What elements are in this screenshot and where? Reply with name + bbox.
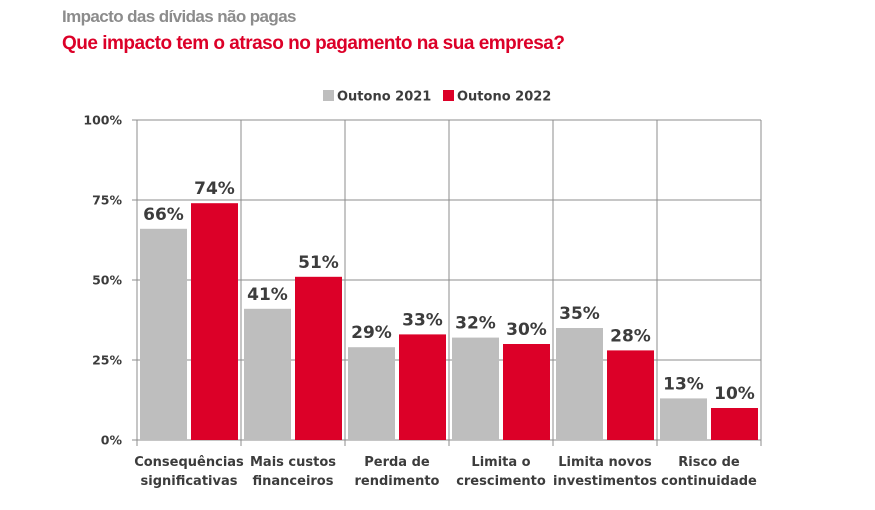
y-tick-label: 25% xyxy=(92,353,122,368)
data-label: 51% xyxy=(298,253,339,273)
bar-2022 xyxy=(503,344,550,440)
bar-2022 xyxy=(711,408,758,440)
bar-2021 xyxy=(140,228,187,440)
y-tick-label: 50% xyxy=(92,273,122,288)
x-category-label: Perda de xyxy=(364,455,430,470)
x-category-label: continuidade xyxy=(661,474,757,489)
chart-subtitle: Que impacto tem o atraso no pagamento na… xyxy=(62,33,565,54)
data-label: 33% xyxy=(402,310,443,330)
bar-2022 xyxy=(295,276,342,440)
x-category-label: significativas xyxy=(141,474,238,489)
bar-2021 xyxy=(348,347,395,440)
data-label: 30% xyxy=(506,320,547,340)
legend-label: Outono 2021 xyxy=(337,90,431,105)
data-label: 29% xyxy=(351,323,392,343)
bar-2021 xyxy=(244,308,291,440)
chart-title: Impacto das dívidas não pagas xyxy=(62,7,297,26)
x-category-label: Mais custos xyxy=(250,455,336,470)
bar-2022 xyxy=(399,334,446,440)
bar-2021 xyxy=(556,328,603,440)
y-tick-label: 100% xyxy=(83,113,122,128)
x-category-label: Risco de xyxy=(678,455,740,470)
legend-swatch-2021 xyxy=(323,90,334,101)
legend-swatch-2022 xyxy=(443,90,454,101)
x-category-label: Limita o xyxy=(471,455,530,470)
x-category-label: investimentos xyxy=(553,474,657,489)
bar-2021 xyxy=(452,337,499,440)
data-label: 66% xyxy=(143,205,184,225)
legend-label: Outono 2022 xyxy=(457,90,551,105)
x-category-label: Limita novos xyxy=(558,455,652,470)
x-category-label: crescimento xyxy=(456,474,546,489)
data-label: 32% xyxy=(455,314,496,334)
x-category-label: financeiros xyxy=(253,474,334,489)
data-label: 28% xyxy=(610,326,651,346)
y-tick-label: 75% xyxy=(92,193,122,208)
bar-2022 xyxy=(191,203,238,440)
data-label: 35% xyxy=(559,304,600,324)
data-label: 74% xyxy=(194,179,235,199)
bar-2021 xyxy=(660,398,707,440)
data-label: 10% xyxy=(714,384,755,404)
y-tick-label: 0% xyxy=(101,433,123,448)
x-category-label: Consequências xyxy=(134,455,244,470)
x-category-label: rendimento xyxy=(354,474,439,489)
data-label: 41% xyxy=(247,285,288,305)
data-label: 13% xyxy=(663,374,704,394)
bar-2022 xyxy=(607,350,654,440)
